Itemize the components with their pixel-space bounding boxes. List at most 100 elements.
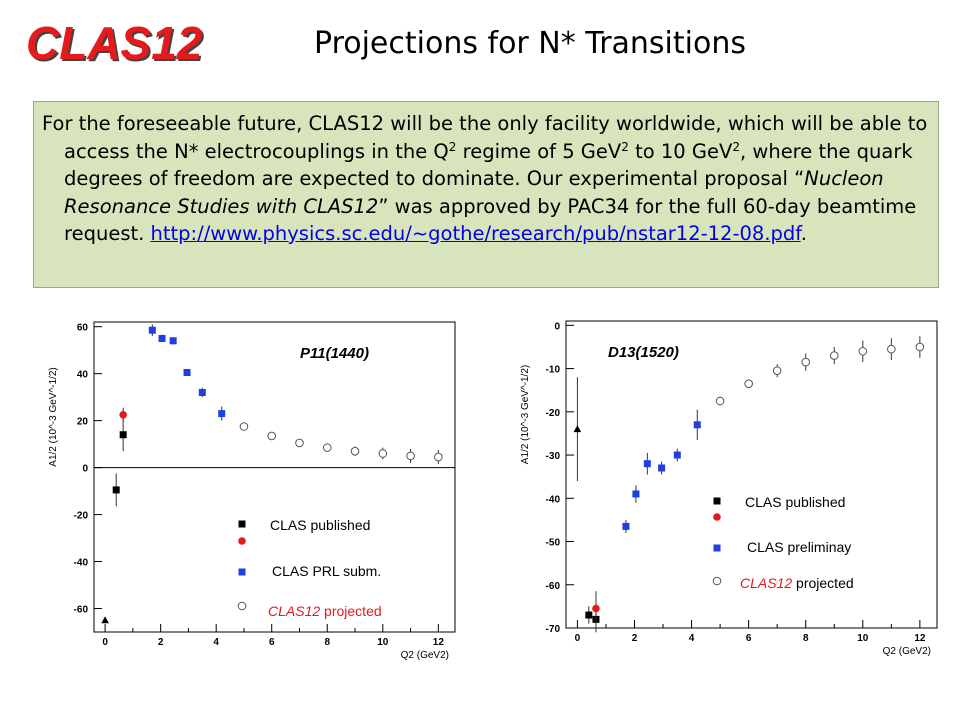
y-tick-label: -20 — [74, 511, 89, 522]
data-point — [434, 452, 443, 462]
proposal-title: Nucleon Resonance Studies with CLAS12 — [64, 167, 884, 218]
legend-label-rest: projected — [796, 575, 854, 591]
x-tick-label: 0 — [102, 637, 108, 648]
data-point — [915, 342, 925, 352]
intro-text-1: For the foreseeable future, CLAS12 will … — [42, 112, 928, 163]
plot-frame — [565, 320, 938, 629]
x-tick-label: 0 — [575, 633, 581, 644]
y-tick-label: 0 — [554, 321, 560, 332]
legend-label: CLAS published — [745, 494, 845, 510]
y-tick-label: -20 — [546, 408, 561, 419]
data-point — [218, 410, 226, 418]
legend-label-italic: CLAS12 — [268, 603, 324, 619]
x-tick-label: 8 — [324, 637, 330, 648]
data-point — [295, 438, 304, 448]
legend-label: CLAS published — [270, 517, 370, 533]
intro-sup-2: 2 — [621, 139, 629, 154]
data-point — [829, 351, 839, 360]
intro-text-6: . — [800, 222, 807, 245]
intro-text-4: , where the quark degrees of freedom are… — [64, 139, 913, 191]
intro-sup-1: 2 — [448, 139, 457, 154]
data-point — [239, 422, 249, 431]
x-tick-label: 10 — [857, 633, 869, 644]
data-point — [673, 451, 681, 459]
legend-marker — [712, 576, 722, 586]
y-axis-label: A1/2 (10^-3 GeV^-1/2) — [48, 367, 59, 466]
data-point — [658, 464, 666, 472]
legend-label: CLAS12 projected — [268, 603, 382, 619]
chart-d13: -70 -60 -50 -40 -30 -20 -10 0 0 2 4 6 8 10 12 Q2 (GeV2)… — [520, 320, 938, 657]
x-tick-label: 12 — [914, 633, 926, 644]
x-tick-label: 6 — [746, 633, 752, 644]
legend-marker — [238, 520, 246, 528]
data-point — [183, 368, 191, 376]
data-point — [622, 522, 630, 530]
y-tick-label: 60 — [77, 323, 89, 334]
data-point — [592, 604, 600, 613]
data-point — [158, 334, 166, 342]
legend-label-italic: CLAS12 — [740, 575, 796, 591]
data-point — [772, 366, 782, 376]
clas12-logo: CLAS12 — [26, 17, 203, 69]
x-axis-label: Q2 (GeV2) — [401, 650, 449, 660]
data-point — [378, 449, 388, 458]
data-point — [322, 443, 332, 452]
data-point — [887, 344, 896, 354]
data-point — [693, 421, 701, 429]
data-point — [267, 431, 277, 441]
data-point — [715, 396, 725, 406]
x-axis-label: Q2 (GeV2) — [883, 646, 931, 657]
chart-title: D13(1520) — [608, 344, 679, 361]
x-tick-label: 4 — [689, 633, 695, 644]
y-tick-label: -70 — [546, 624, 561, 635]
page-title: Projections for N* Transitions — [314, 26, 746, 61]
data-point — [119, 410, 127, 419]
y-tick-label: -40 — [546, 494, 561, 505]
y-tick-label: 40 — [77, 370, 89, 381]
y-tick-label: -60 — [546, 581, 561, 592]
data-point — [744, 379, 753, 388]
plot-frame — [93, 321, 456, 633]
y-tick-label: 20 — [77, 417, 89, 428]
legend-label-rest: projected — [324, 603, 382, 619]
legend-label: CLAS PRL subm. — [272, 563, 381, 579]
data-point — [169, 337, 177, 345]
legend-marker — [713, 544, 721, 552]
x-tick-label: 4 — [213, 637, 219, 648]
y-tick-label: -10 — [546, 365, 561, 376]
legend-marker — [238, 537, 246, 545]
intro-text-3: to 10 GeV — [628, 139, 733, 163]
x-tick-label: 2 — [632, 633, 638, 644]
data-point — [148, 326, 156, 334]
intro-text-5: ” was approved by PAC34 for the full 60-… — [64, 194, 917, 246]
y-tick-label: -40 — [74, 558, 89, 569]
data-point — [198, 388, 206, 396]
y-tick-label: 0 — [82, 464, 88, 475]
data-point — [585, 611, 593, 619]
data-point — [119, 431, 127, 439]
data-point — [643, 460, 651, 468]
intro-box: For the foreseeable future, CLAS12 will … — [33, 101, 939, 288]
legend-marker — [713, 513, 721, 521]
x-tick-label: 10 — [377, 637, 389, 648]
data-point — [112, 486, 120, 494]
data-point — [101, 616, 109, 624]
data-point — [350, 446, 360, 456]
proposal-link[interactable]: http://www.physics.sc.edu/~gothe/researc… — [150, 222, 801, 245]
x-tick-label: 6 — [269, 637, 275, 648]
intro-text-2: regime of 5 GeV — [456, 139, 622, 163]
chart-title: P11(1440) — [300, 345, 369, 362]
legend-marker — [237, 601, 247, 611]
y-tick-label: -50 — [546, 538, 561, 549]
data-point — [632, 490, 640, 498]
chart-p11: -60 -40 -20 0 20 40 60 0 2 4 6 8 10 12 Q2 (GeV2) A1/2 (… — [48, 321, 456, 660]
y-tick-label: -30 — [546, 451, 561, 462]
x-tick-label: 2 — [158, 637, 164, 648]
x-tick-label: 8 — [803, 633, 809, 644]
data-point — [858, 346, 868, 356]
legend-marker — [238, 568, 246, 576]
intro-paragraph: For the foreseeable future, CLAS12 will … — [42, 110, 949, 248]
data-point — [406, 451, 415, 461]
intro-sup-3: 2 — [732, 139, 740, 154]
data-point — [573, 425, 582, 433]
